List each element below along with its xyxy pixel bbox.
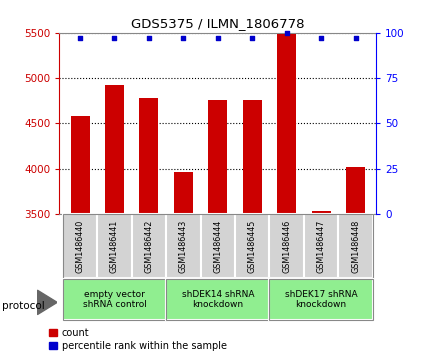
Bar (97, 214, 132, 278)
Text: GSM1486448: GSM1486448 (351, 219, 360, 273)
Point (352, 35, 359, 41)
Point (145, 35, 152, 41)
Bar (208, 100, 227, 363)
Bar (346, 167, 365, 363)
Text: GSM1486447: GSM1486447 (317, 219, 326, 273)
Bar (63, 214, 97, 278)
Bar (174, 172, 193, 363)
Bar (132, 214, 166, 278)
Bar (166, 278, 269, 321)
Text: protocol: protocol (2, 301, 45, 311)
Bar (243, 100, 262, 363)
Legend: count, percentile rank within the sample: count, percentile rank within the sample (49, 328, 227, 351)
Bar (105, 85, 124, 363)
Point (214, 35, 221, 41)
Text: GSM1486446: GSM1486446 (282, 219, 291, 273)
Point (77, 35, 84, 41)
Bar (304, 214, 338, 278)
Text: GSM1486443: GSM1486443 (179, 219, 188, 273)
Bar (277, 34, 296, 363)
Bar (63, 278, 166, 321)
Bar (269, 278, 373, 321)
Text: empty vector
shRNA control: empty vector shRNA control (83, 290, 147, 309)
Bar (139, 98, 158, 363)
Point (111, 35, 118, 41)
Point (180, 35, 187, 41)
Bar (269, 214, 304, 278)
Bar (166, 278, 269, 321)
Title: GDS5375 / ILMN_1806778: GDS5375 / ILMN_1806778 (131, 17, 304, 30)
Text: GSM1486444: GSM1486444 (213, 219, 222, 273)
Polygon shape (37, 290, 57, 315)
Text: GSM1486441: GSM1486441 (110, 219, 119, 273)
Text: shDEK17 shRNA
knockdown: shDEK17 shRNA knockdown (285, 290, 357, 309)
Bar (201, 214, 235, 278)
Bar (269, 278, 373, 321)
Text: GSM1486442: GSM1486442 (144, 219, 154, 273)
Bar (312, 212, 330, 363)
Text: shDEK14 shRNA
knockdown: shDEK14 shRNA knockdown (182, 290, 254, 309)
Bar (338, 214, 373, 278)
Point (249, 35, 256, 41)
Text: GSM1486445: GSM1486445 (248, 219, 257, 273)
Bar (235, 214, 269, 278)
Text: GSM1486440: GSM1486440 (76, 219, 84, 273)
Point (283, 30, 290, 36)
Bar (166, 214, 201, 278)
Bar (63, 278, 166, 321)
Bar (70, 116, 89, 363)
Point (318, 35, 325, 41)
